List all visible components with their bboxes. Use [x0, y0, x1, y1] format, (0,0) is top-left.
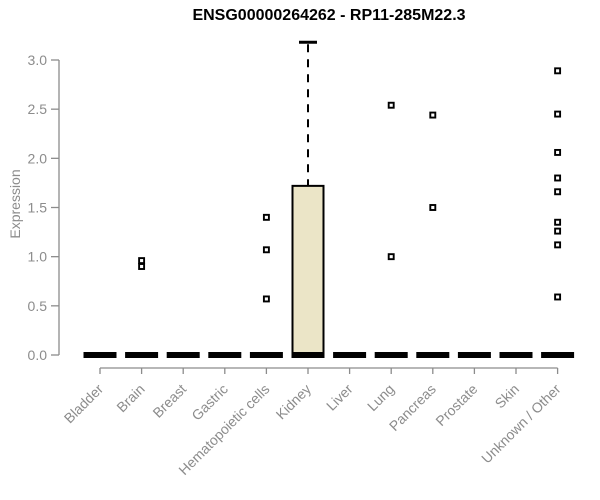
outlier-point-unknown-other: [554, 174, 562, 182]
outlier-point-unknown-other: [554, 188, 562, 196]
outlier-point-hematopoietic-cells: [262, 246, 270, 254]
x-tick-label-prostate: Prostate: [432, 381, 480, 429]
box-kidney: [291, 184, 325, 356]
flat-box-liver: [333, 352, 367, 358]
flat-box-pancreas: [416, 352, 450, 358]
outlier-point-brain: [138, 263, 146, 270]
outlier-point-brain: [138, 257, 146, 265]
flat-box-lung: [374, 352, 408, 358]
y-tick-label: 2.5: [28, 101, 48, 117]
x-tick-label-lung: Lung: [364, 381, 397, 414]
flat-box-gastric: [208, 352, 242, 358]
outlier-point-lung: [387, 101, 395, 109]
y-tick-label: 1.5: [28, 200, 48, 216]
flat-box-unknown-other: [541, 352, 575, 358]
y-tick-label: 0.5: [28, 298, 48, 314]
outlier-point-pancreas: [429, 204, 437, 211]
outlier-point-hematopoietic-cells: [262, 295, 270, 303]
y-tick-label: 3.0: [28, 52, 48, 68]
chart-title: ENSG00000264262 - RP11-285M22.3: [192, 7, 466, 24]
flat-box-bladder: [83, 352, 117, 358]
outlier-point-pancreas: [429, 111, 437, 119]
outlier-point-hematopoietic-cells: [262, 213, 270, 221]
flat-box-brain: [125, 352, 159, 358]
outlier-point-unknown-other: [554, 227, 562, 235]
x-tick-label-liver: Liver: [323, 381, 356, 414]
x-tick-label-breast: Breast: [149, 381, 189, 421]
x-tick-label-kidney: Kidney: [273, 381, 315, 423]
flat-box-prostate: [457, 352, 491, 358]
y-tick-label: 1.0: [28, 249, 48, 265]
outlier-point-unknown-other: [554, 67, 562, 75]
outlier-point-unknown-other: [554, 110, 562, 118]
x-tick-label-bladder: Bladder: [61, 381, 107, 427]
y-tick-label: 0.0: [28, 347, 48, 363]
median-kidney: [291, 352, 325, 358]
outlier-point-unknown-other: [554, 148, 562, 156]
flat-box-breast: [166, 352, 200, 358]
outlier-point-unknown-other: [554, 241, 562, 249]
y-tick-label: 2.0: [28, 150, 48, 166]
outlier-point-unknown-other: [554, 218, 562, 226]
flat-box-hematopoietic-cells: [249, 352, 283, 358]
outlier-point-lung: [387, 253, 395, 261]
x-tick-label-brain: Brain: [113, 381, 147, 415]
x-tick-label-skin: Skin: [492, 381, 523, 412]
outlier-point-unknown-other: [554, 293, 562, 301]
flat-box-skin: [499, 352, 533, 358]
x-tick-label-unknown-other: Unknown / Other: [478, 381, 564, 467]
